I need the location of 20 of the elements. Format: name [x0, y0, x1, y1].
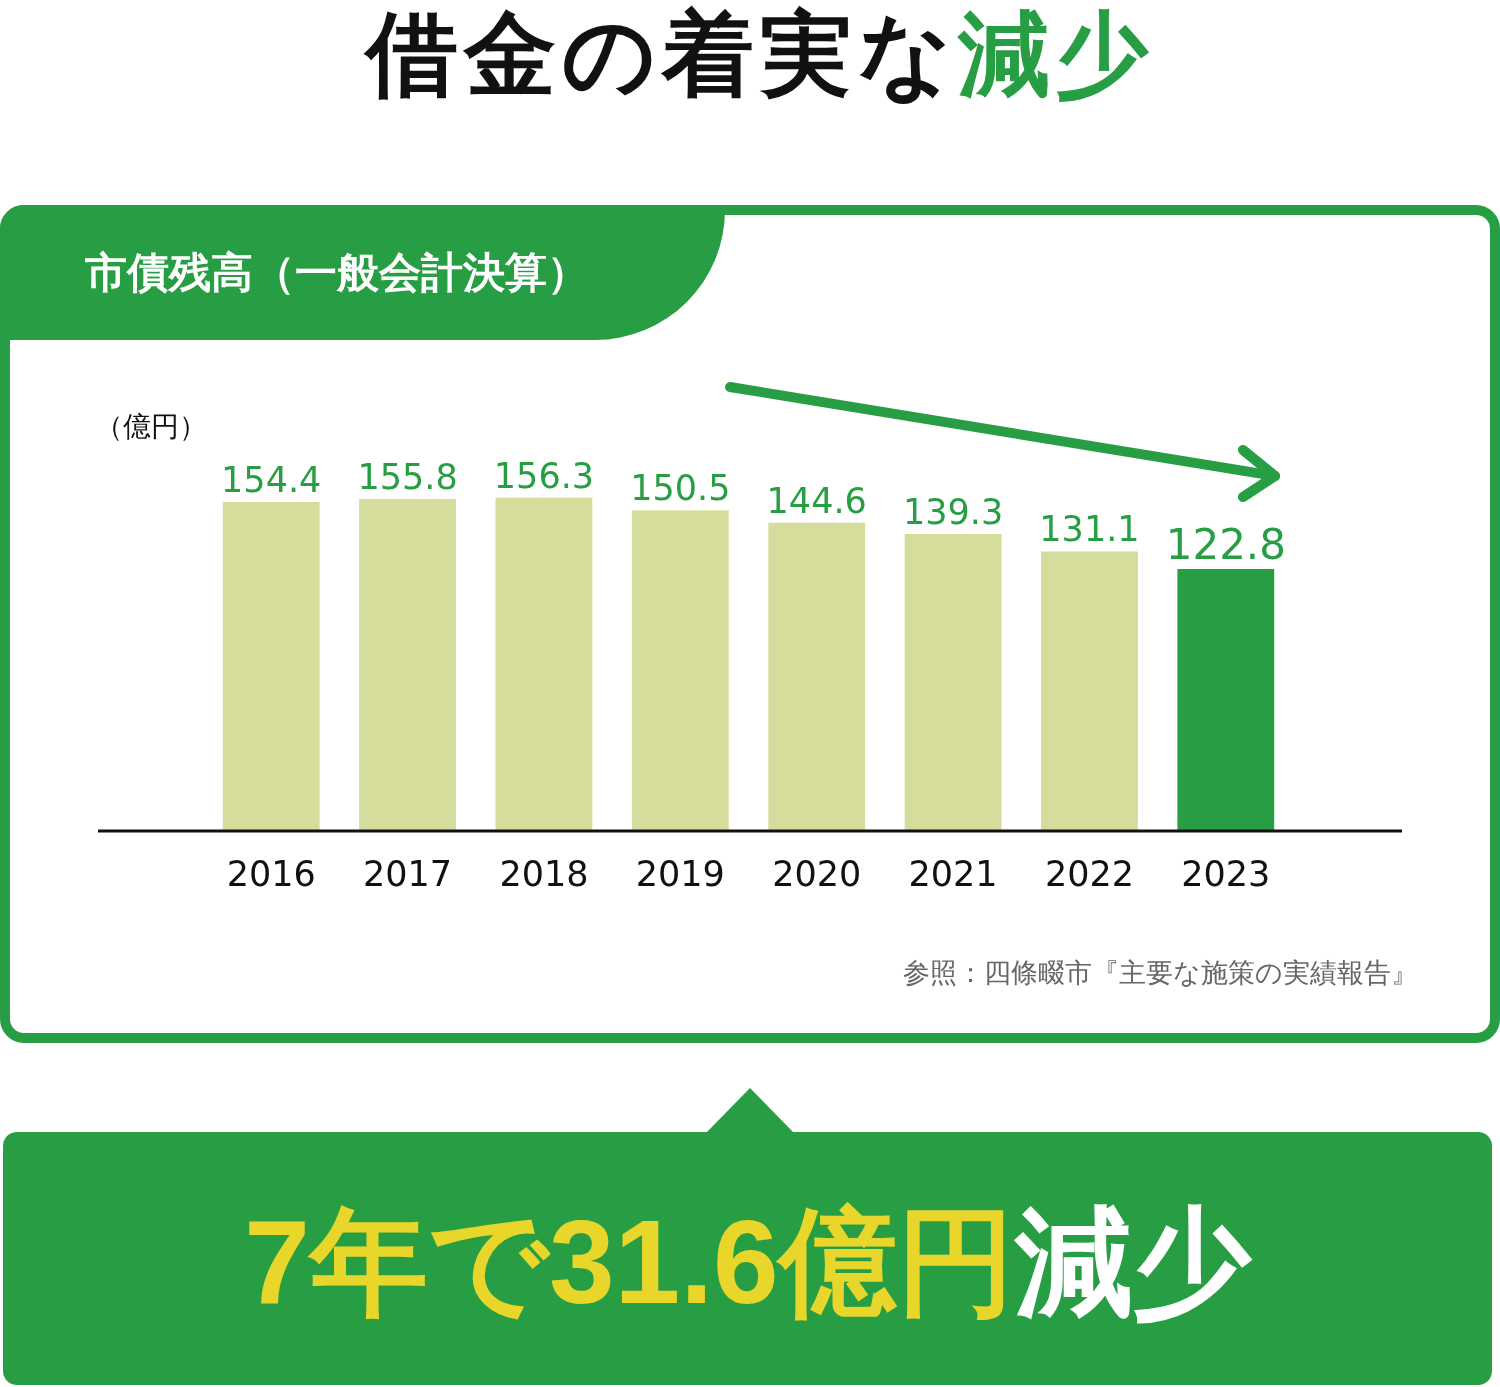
x-tick-label: 2017	[363, 854, 453, 895]
x-tick-label: 2023	[1181, 854, 1271, 895]
data-label: 139.3	[902, 491, 1004, 532]
chart-subtitle: 市債残高（一般会計決算）	[85, 249, 589, 296]
text: 7年で31.6億円減少	[244, 1196, 1251, 1328]
x-tick-label: 2020	[772, 854, 862, 895]
data-label: 150.5	[630, 468, 731, 509]
data-label: 131.1	[1039, 509, 1140, 550]
data-label: 122.8	[1165, 520, 1286, 570]
x-tick-label: 2022	[1044, 854, 1134, 895]
data-label: 156.3	[493, 455, 595, 496]
data-label: 144.6	[766, 480, 867, 521]
text: 参照：四條畷市『主要な施策の実績報告』	[903, 958, 1418, 988]
data-label: 154.4	[221, 459, 322, 500]
x-tick-label: 2019	[635, 854, 725, 895]
x-tick-label: 2018	[499, 854, 589, 895]
x-tick-label: 2016	[226, 854, 316, 895]
x-tick-label: 2021	[908, 854, 998, 895]
data-label: 155.8	[357, 456, 458, 497]
y-axis-title: （億円）	[95, 411, 207, 442]
